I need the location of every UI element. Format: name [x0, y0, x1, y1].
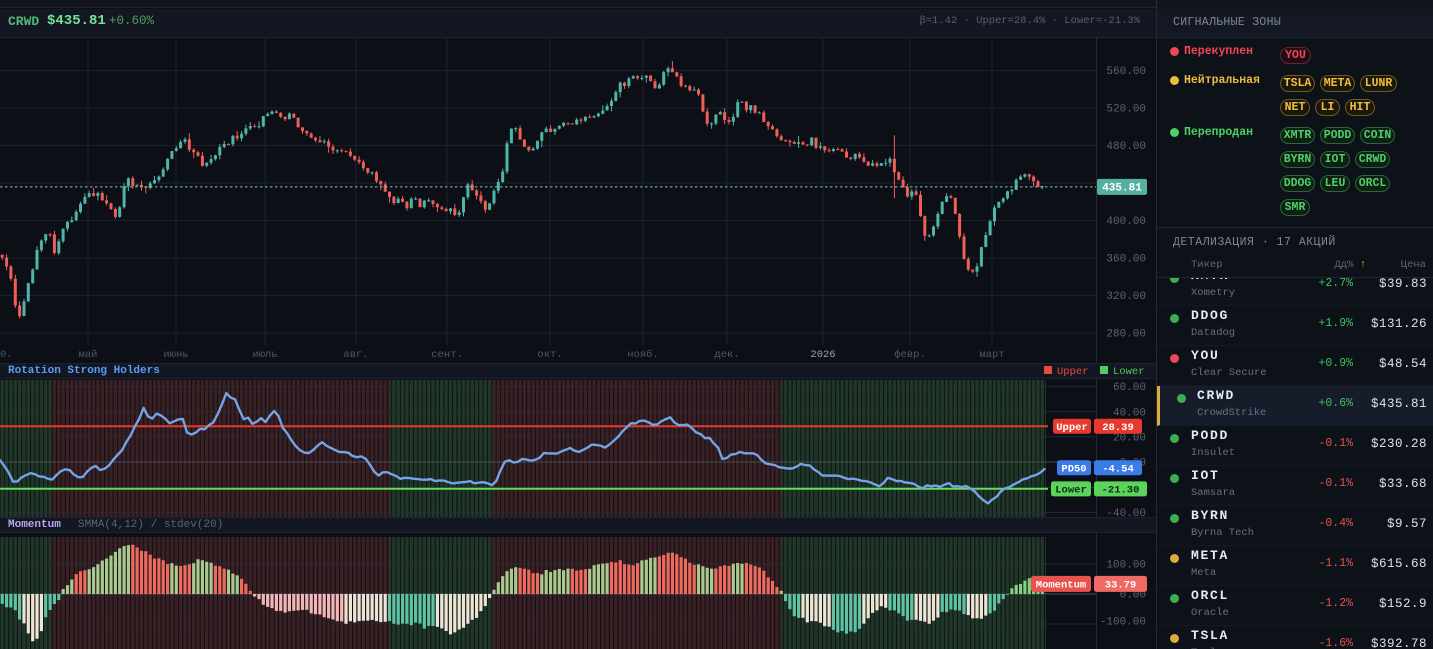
svg-text:320.00: 320.00 — [1106, 291, 1146, 303]
svg-text:40.00: 40.00 — [1113, 407, 1146, 419]
svg-text:PD50: PD50 — [1061, 463, 1086, 475]
svg-text:280.00: 280.00 — [1106, 329, 1146, 341]
svg-text:-100.00: -100.00 — [1100, 617, 1146, 629]
svg-text:Momentum: Momentum — [1036, 580, 1086, 592]
svg-text:360.00: 360.00 — [1106, 254, 1146, 266]
svg-text:435.81: 435.81 — [1102, 183, 1142, 195]
svg-text:60.00: 60.00 — [1113, 382, 1146, 394]
svg-text:июль: июль — [252, 349, 277, 361]
svg-text:20.00: 20.00 — [1113, 433, 1146, 445]
svg-text:февр.: февр. — [894, 348, 926, 361]
svg-text:Lower: Lower — [1055, 485, 1087, 497]
svg-text:-21.30: -21.30 — [1102, 485, 1140, 497]
svg-text:Upper: Upper — [1056, 422, 1088, 434]
svg-text:сент.: сент. — [431, 349, 463, 361]
svg-text:2026: 2026 — [810, 349, 835, 361]
svg-text:400.00: 400.00 — [1106, 216, 1146, 228]
svg-text:100.00: 100.00 — [1106, 560, 1146, 572]
svg-text:0.: 0. — [0, 349, 13, 361]
svg-text:дек.: дек. — [714, 349, 739, 361]
svg-text:окт.: окт. — [537, 349, 562, 361]
svg-text:0.00: 0.00 — [1120, 590, 1146, 602]
svg-text:520.00: 520.00 — [1106, 104, 1146, 116]
svg-text:май: май — [79, 349, 98, 361]
svg-text:560.00: 560.00 — [1106, 66, 1146, 78]
svg-text:нояб.: нояб. — [627, 348, 659, 361]
svg-text:-40.00: -40.00 — [1106, 508, 1146, 517]
svg-text:-4.54: -4.54 — [1102, 463, 1134, 475]
svg-text:480.00: 480.00 — [1106, 141, 1146, 153]
svg-text:июнь: июнь — [163, 349, 188, 361]
svg-text:33.79: 33.79 — [1105, 580, 1137, 592]
svg-text:28.39: 28.39 — [1102, 422, 1134, 434]
svg-text:март: март — [979, 349, 1004, 361]
svg-text:авг.: авг. — [343, 349, 368, 361]
